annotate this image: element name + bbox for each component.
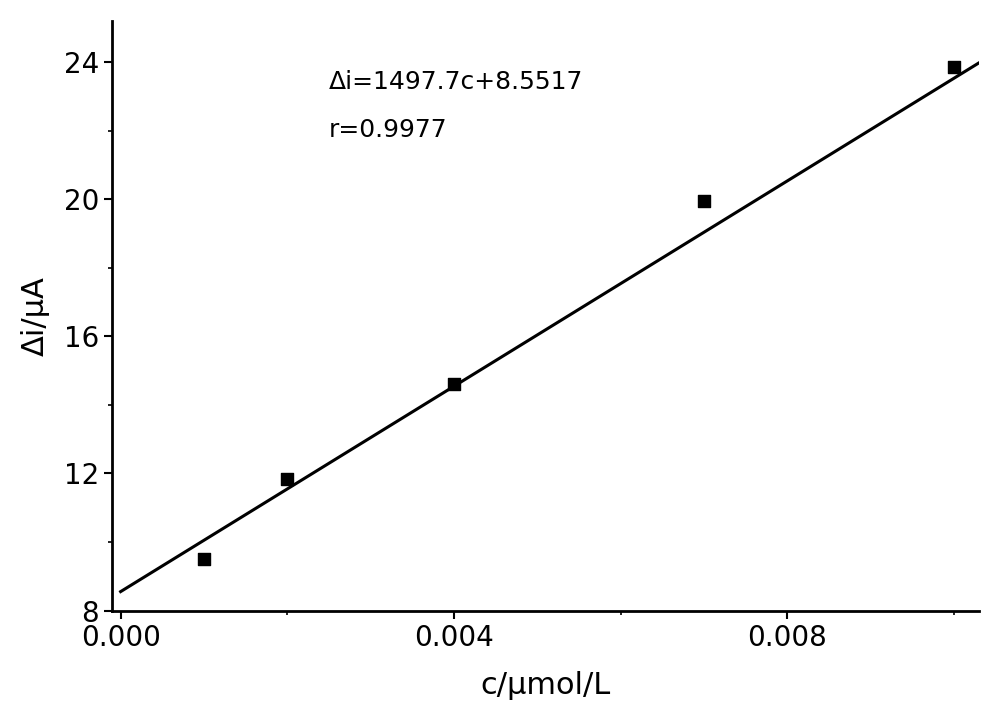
Text: r=0.9977: r=0.9977: [329, 118, 448, 143]
Point: [946, 61, 962, 73]
X-axis label: c/μmol/L: c/μmol/L: [481, 671, 611, 700]
Y-axis label: Δi/μA: Δi/μA: [21, 275, 50, 355]
Point: [446, 379, 462, 390]
Point: [279, 473, 295, 485]
Point: [696, 195, 712, 207]
Text: Δi=1497.7c+8.5517: Δi=1497.7c+8.5517: [329, 71, 583, 94]
Point: [196, 553, 212, 565]
